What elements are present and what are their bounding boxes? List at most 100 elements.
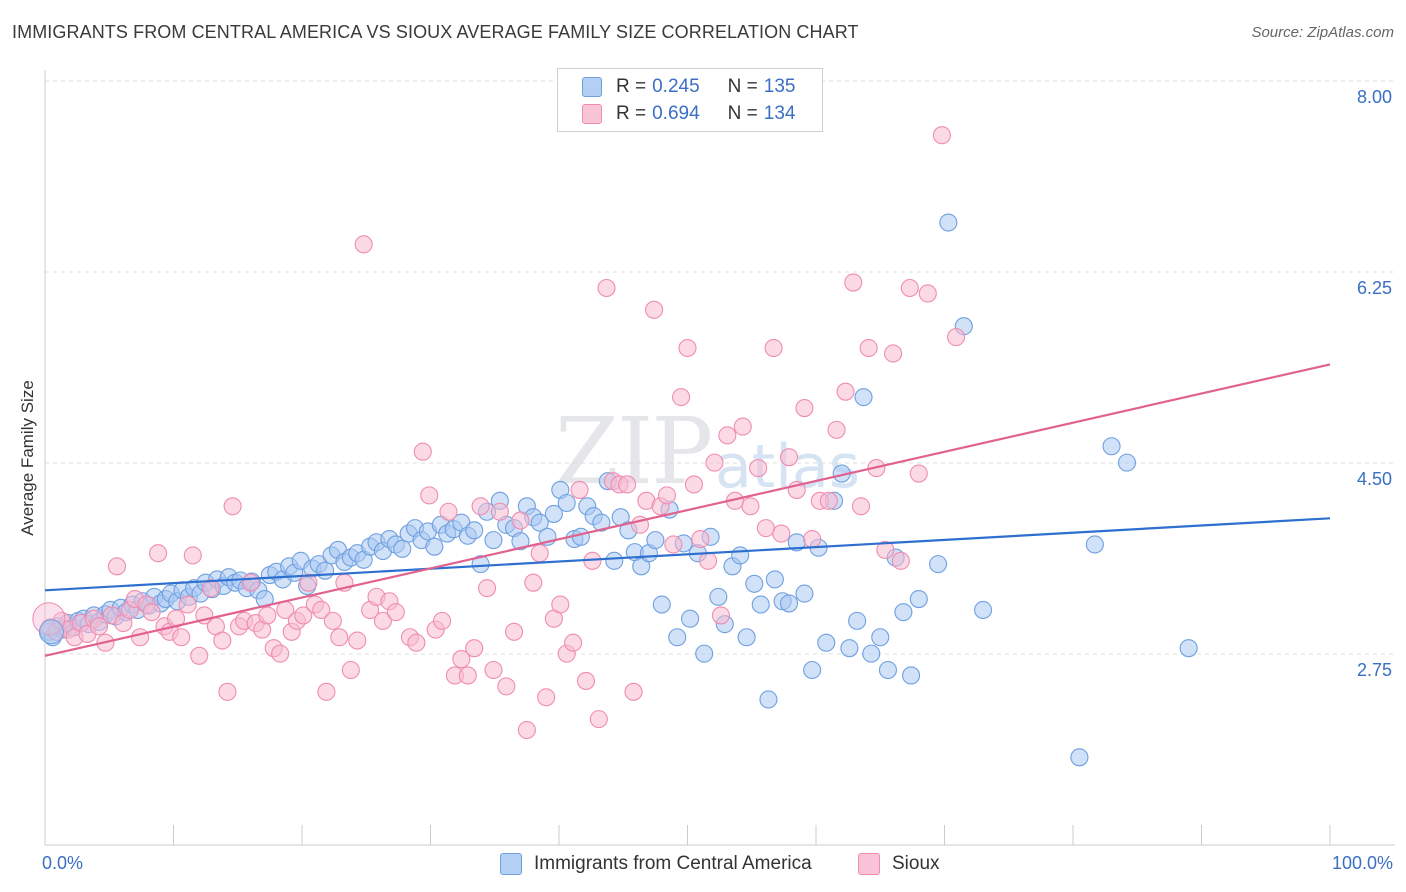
legend-n-label: N = (727, 76, 758, 97)
data-point-sioux (795, 399, 814, 418)
bottom-legend-label: Sioux (892, 853, 940, 874)
data-point-sioux (107, 557, 127, 576)
data-point-central-america (592, 513, 611, 532)
data-point-sioux (420, 486, 439, 505)
data-point-sioux (947, 328, 966, 347)
data-point-sioux (223, 497, 242, 516)
data-point-sioux (551, 595, 570, 614)
data-point-sioux (711, 606, 730, 625)
legend-r-label: R = (616, 76, 647, 97)
trend-line-sioux (44, 363, 1331, 657)
data-point-sioux (458, 666, 477, 685)
data-point-central-america (530, 513, 549, 532)
data-point-sioux (645, 300, 664, 319)
data-point-sioux (891, 551, 910, 570)
data-point-sioux (851, 497, 871, 516)
data-point-sioux (386, 603, 405, 622)
data-point-sioux (570, 480, 589, 499)
legend-n-label: N = (727, 103, 758, 124)
data-point-sioux (803, 529, 822, 549)
data-point-sioux (511, 511, 530, 530)
data-point-central-america (803, 660, 822, 680)
data-point-central-america (779, 594, 799, 613)
data-point-sioux (699, 551, 718, 570)
data-point-sioux (684, 475, 703, 494)
data-point-sioux (407, 633, 426, 652)
legend-n-value: 135 (763, 76, 796, 97)
data-point-sioux (131, 628, 150, 647)
data-point-sioux (213, 631, 232, 650)
data-point-central-america (854, 388, 873, 407)
data-point-sioux (89, 617, 109, 636)
data-point-sioux (317, 682, 336, 701)
y-tick-label: 8.00 (1357, 87, 1392, 107)
bottom-legend-swatch-pink (858, 853, 880, 875)
data-point-central-america (894, 603, 913, 622)
data-point-sioux (323, 611, 342, 630)
data-point-central-america (929, 555, 948, 574)
data-point-central-america (471, 555, 490, 574)
data-point-sioux (218, 682, 237, 701)
data-point-central-america-large (38, 619, 64, 645)
data-point-sioux (330, 628, 349, 647)
y-tick-label: 4.50 (1357, 469, 1392, 489)
data-point-central-america (973, 600, 993, 620)
data-point-sioux (827, 420, 846, 439)
data-point-central-america (316, 561, 335, 580)
data-point-sioux (201, 579, 220, 598)
data-point-sioux (597, 278, 616, 298)
data-point-central-america (571, 527, 590, 546)
data-point-central-america (695, 644, 714, 663)
data-point-sioux (484, 660, 503, 680)
legend-swatch-blue (582, 77, 602, 97)
data-point-central-america (817, 633, 836, 652)
data-point-sioux (439, 502, 458, 521)
data-point-central-america (1102, 437, 1121, 456)
data-point-central-america (646, 531, 665, 550)
data-point-sioux (749, 459, 768, 478)
data-point-sioux (348, 631, 367, 650)
data-point-sioux (517, 720, 536, 740)
data-point-sioux (657, 486, 676, 505)
data-point-sioux (524, 573, 543, 592)
data-point-sioux (844, 273, 863, 292)
data-point-central-america (605, 551, 624, 570)
trend-line-central-america (44, 517, 1331, 592)
data-point-sioux (664, 535, 683, 554)
data-point-sioux (819, 491, 838, 510)
data-point-sioux (465, 639, 484, 658)
data-point-central-america (1070, 748, 1089, 767)
data-point-sioux (471, 497, 490, 516)
data-point-central-america (484, 531, 503, 550)
x-tick-label-max: 100.0% (1332, 853, 1393, 873)
data-point-sioux (718, 426, 737, 445)
data-point-sioux (183, 546, 202, 565)
legend-swatch-pink (582, 104, 602, 124)
data-point-sioux (373, 611, 393, 630)
data-point-central-america (848, 611, 867, 630)
data-point-sioux (172, 628, 191, 647)
data-point-sioux (564, 633, 583, 652)
data-point-central-america (1179, 639, 1198, 658)
legend-r-value: 0.245 (652, 76, 700, 97)
data-point-sioux (932, 126, 951, 145)
legend-r-label: R = (616, 103, 647, 124)
data-point-central-america (731, 546, 750, 565)
data-point-sioux (764, 338, 783, 358)
legend-r-value: 0.694 (652, 103, 700, 124)
data-point-central-america (652, 595, 671, 614)
source-label: Source: ZipAtlas.com (1251, 24, 1394, 41)
data-point-sioux (178, 595, 197, 614)
data-point-central-america (681, 609, 700, 628)
x-tick-label-min: 0.0% (42, 853, 83, 873)
data-point-sioux (294, 606, 313, 625)
legend-row-sioux: R = 0.694 N = 134 (582, 102, 795, 126)
data-point-sioux (299, 573, 318, 592)
data-point-central-america (902, 666, 921, 685)
bottom-legend-label: Immigrants from Central America (534, 853, 812, 874)
data-point-sioux (691, 529, 710, 549)
data-point-central-america (557, 493, 576, 513)
data-point-sioux (678, 338, 697, 358)
data-point-sioux (433, 611, 452, 630)
data-point-central-america (737, 628, 756, 647)
